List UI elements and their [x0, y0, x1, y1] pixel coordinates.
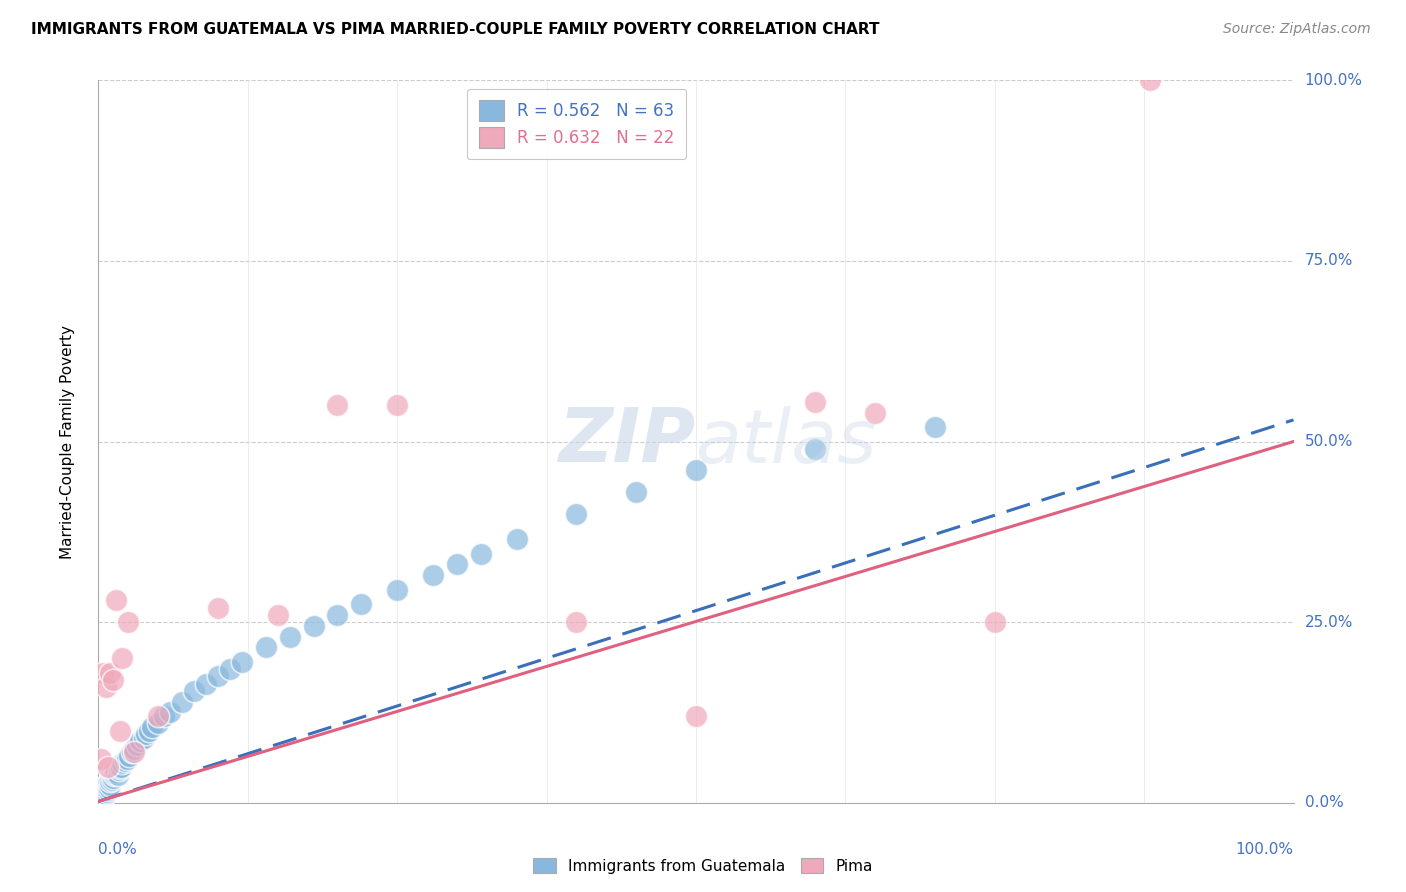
Point	[207, 669, 229, 683]
Point	[124, 745, 146, 759]
Point	[385, 582, 409, 597]
Legend: R = 0.562   N = 63, R = 0.632   N = 22: R = 0.562 N = 63, R = 0.632 N = 22	[467, 88, 686, 160]
Point	[183, 683, 205, 698]
Point	[153, 709, 176, 723]
Point	[101, 673, 124, 687]
Text: 75.0%: 75.0%	[1305, 253, 1353, 268]
Text: ZIP: ZIP	[558, 405, 696, 478]
Point	[90, 752, 112, 766]
Text: 50.0%: 50.0%	[1305, 434, 1353, 449]
Point	[98, 665, 122, 680]
Point	[565, 507, 588, 521]
Point	[97, 760, 120, 774]
Point	[565, 615, 588, 630]
Point	[96, 785, 118, 799]
Point	[91, 790, 114, 805]
Point	[90, 790, 112, 805]
Point	[385, 398, 409, 412]
Point	[138, 723, 160, 738]
Point	[924, 420, 946, 434]
Point	[93, 782, 115, 797]
Point	[129, 734, 152, 748]
Point	[141, 720, 163, 734]
Point	[118, 748, 141, 763]
Legend: Immigrants from Guatemala, Pima: Immigrants from Guatemala, Pima	[527, 852, 879, 880]
Point	[115, 752, 138, 766]
Text: IMMIGRANTS FROM GUATEMALA VS PIMA MARRIED-COUPLE FAMILY POVERTY CORRELATION CHAR: IMMIGRANTS FROM GUATEMALA VS PIMA MARRIE…	[31, 22, 879, 37]
Point	[107, 768, 129, 782]
Point	[865, 406, 887, 420]
Point	[132, 731, 155, 745]
Text: 100.0%: 100.0%	[1236, 842, 1294, 856]
Point	[97, 782, 120, 797]
Point	[91, 785, 114, 799]
Point	[804, 442, 827, 456]
Point	[446, 558, 468, 572]
Point	[626, 485, 648, 500]
Point	[207, 600, 229, 615]
Point	[1139, 73, 1161, 87]
Point	[114, 754, 136, 768]
Point	[254, 640, 277, 655]
Point	[105, 593, 128, 607]
Point	[148, 709, 170, 723]
Point	[172, 695, 194, 709]
Point	[278, 630, 301, 644]
Point	[97, 775, 120, 789]
Point	[110, 760, 132, 774]
Point	[111, 651, 134, 665]
Y-axis label: Married-Couple Family Poverty: Married-Couple Family Poverty	[60, 325, 75, 558]
Point	[685, 463, 707, 477]
Point	[219, 662, 242, 676]
Point	[91, 665, 114, 680]
Point	[91, 787, 114, 801]
Point	[98, 781, 121, 796]
Point	[195, 676, 218, 690]
Point	[506, 532, 529, 546]
Point	[231, 655, 253, 669]
Text: 25.0%: 25.0%	[1305, 615, 1353, 630]
Point	[326, 398, 349, 412]
Point	[96, 778, 118, 792]
Text: 0.0%: 0.0%	[98, 842, 138, 856]
Point	[93, 789, 115, 803]
Point	[94, 787, 117, 801]
Point	[103, 768, 125, 782]
Point	[148, 716, 170, 731]
Point	[125, 738, 148, 752]
Point	[100, 772, 122, 787]
Point	[804, 394, 827, 409]
Point	[104, 767, 127, 781]
Point	[267, 607, 290, 622]
Point	[94, 680, 117, 694]
Point	[117, 615, 139, 630]
Point	[121, 745, 143, 759]
Text: Source: ZipAtlas.com: Source: ZipAtlas.com	[1223, 22, 1371, 37]
Point	[108, 761, 131, 775]
Point	[350, 597, 373, 611]
Point	[98, 774, 122, 789]
Point	[94, 780, 117, 794]
Point	[984, 615, 1007, 630]
Point	[159, 706, 181, 720]
Point	[422, 568, 444, 582]
Text: 100.0%: 100.0%	[1305, 73, 1362, 87]
Point	[89, 792, 111, 806]
Point	[101, 771, 124, 785]
Point	[111, 756, 134, 770]
Point	[105, 765, 128, 780]
Point	[135, 727, 157, 741]
Point	[98, 778, 122, 792]
Text: 0.0%: 0.0%	[1305, 796, 1343, 810]
Point	[124, 741, 146, 756]
Point	[90, 789, 112, 803]
Point	[326, 607, 349, 622]
Point	[91, 781, 114, 796]
Point	[685, 709, 707, 723]
Point	[302, 619, 325, 633]
Point	[108, 723, 131, 738]
Point	[470, 547, 492, 561]
Text: atlas: atlas	[696, 406, 877, 477]
Point	[107, 764, 129, 778]
